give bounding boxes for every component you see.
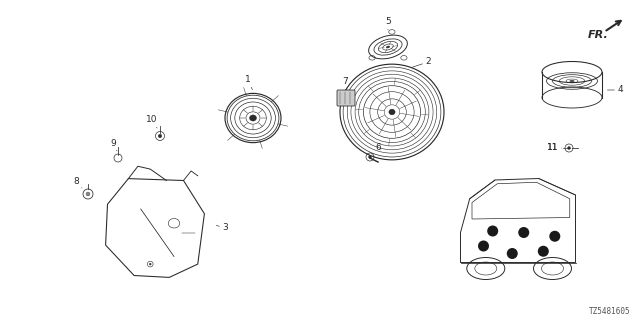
Text: FR.: FR. <box>588 30 609 40</box>
Circle shape <box>158 134 162 138</box>
Circle shape <box>538 246 548 257</box>
Text: 7: 7 <box>342 77 348 90</box>
Text: TZ5481605: TZ5481605 <box>589 308 631 316</box>
Ellipse shape <box>387 46 390 48</box>
Text: 11: 11 <box>547 143 562 153</box>
Circle shape <box>549 231 560 242</box>
Circle shape <box>507 248 518 259</box>
Circle shape <box>518 227 529 238</box>
Circle shape <box>487 226 498 236</box>
Text: 5: 5 <box>385 18 391 30</box>
Circle shape <box>568 147 570 149</box>
Text: 11: 11 <box>547 143 559 153</box>
Text: 6: 6 <box>372 143 381 154</box>
Circle shape <box>86 192 90 196</box>
Circle shape <box>369 156 371 158</box>
Text: 10: 10 <box>147 116 157 128</box>
Ellipse shape <box>570 80 574 82</box>
Text: 8: 8 <box>73 178 82 188</box>
Text: 4: 4 <box>607 85 623 94</box>
FancyBboxPatch shape <box>337 90 355 106</box>
Text: 2: 2 <box>412 58 431 68</box>
Text: 1: 1 <box>245 76 252 90</box>
Ellipse shape <box>149 263 151 265</box>
Text: 3: 3 <box>216 223 228 233</box>
Text: 9: 9 <box>110 139 117 151</box>
Circle shape <box>478 241 489 252</box>
Ellipse shape <box>250 115 257 121</box>
Ellipse shape <box>389 109 395 115</box>
